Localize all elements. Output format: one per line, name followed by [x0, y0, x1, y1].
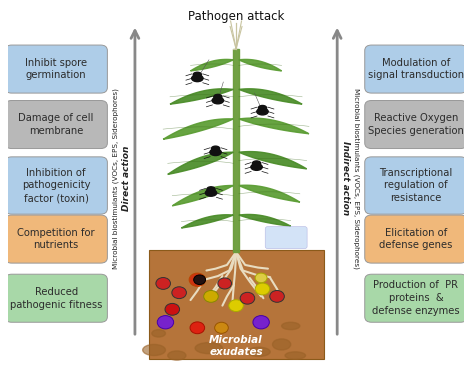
Ellipse shape [253, 161, 261, 166]
FancyBboxPatch shape [365, 157, 467, 214]
Circle shape [255, 283, 270, 295]
Ellipse shape [210, 149, 221, 155]
Text: Modulation of
signal transduction: Modulation of signal transduction [368, 58, 464, 81]
Polygon shape [172, 186, 233, 206]
Polygon shape [239, 118, 309, 134]
Text: Production of  PR
proteins  &
defense enzymes: Production of PR proteins & defense enzy… [372, 280, 460, 316]
Text: Elicitation of
defense genes: Elicitation of defense genes [379, 228, 453, 250]
Polygon shape [163, 119, 233, 139]
Circle shape [253, 316, 269, 329]
Circle shape [218, 278, 231, 289]
Ellipse shape [207, 187, 215, 191]
Polygon shape [239, 152, 307, 169]
Text: Transcriptional
regulation of
resistance: Transcriptional regulation of resistance [379, 168, 453, 203]
Ellipse shape [211, 146, 219, 151]
FancyBboxPatch shape [365, 274, 467, 322]
FancyBboxPatch shape [5, 215, 108, 263]
Ellipse shape [212, 97, 224, 104]
Text: Inhibition of
pathogenicity
factor (toxin): Inhibition of pathogenicity factor (toxi… [22, 168, 91, 203]
FancyBboxPatch shape [265, 227, 307, 249]
Ellipse shape [191, 75, 203, 82]
Text: Microbial biostimulants (VOCs, EPS, Siderophores): Microbial biostimulants (VOCs, EPS, Side… [112, 88, 119, 269]
Ellipse shape [152, 330, 165, 337]
Ellipse shape [143, 344, 165, 355]
Polygon shape [170, 89, 233, 104]
Text: Indirect action: Indirect action [341, 141, 350, 215]
FancyBboxPatch shape [365, 215, 467, 263]
Text: Competition for
nutrients: Competition for nutrients [18, 228, 95, 250]
Polygon shape [168, 152, 233, 174]
Circle shape [204, 290, 219, 302]
Ellipse shape [168, 351, 186, 360]
Ellipse shape [273, 339, 291, 350]
Text: Pathogen attack: Pathogen attack [188, 10, 284, 23]
Circle shape [156, 278, 171, 289]
Circle shape [157, 316, 173, 329]
Text: Reactive Oxygen
Species generation: Reactive Oxygen Species generation [368, 113, 464, 136]
Polygon shape [182, 215, 233, 228]
Polygon shape [233, 49, 239, 252]
Polygon shape [239, 59, 282, 71]
Ellipse shape [282, 322, 300, 330]
FancyBboxPatch shape [5, 274, 108, 322]
FancyBboxPatch shape [5, 157, 108, 214]
Circle shape [240, 292, 255, 304]
Circle shape [255, 273, 267, 283]
Polygon shape [239, 214, 291, 226]
Circle shape [189, 273, 206, 286]
Ellipse shape [285, 352, 306, 359]
Ellipse shape [195, 342, 222, 354]
FancyBboxPatch shape [5, 101, 108, 148]
Circle shape [215, 322, 228, 334]
Circle shape [229, 300, 243, 312]
Ellipse shape [193, 72, 201, 77]
FancyBboxPatch shape [365, 45, 467, 93]
Ellipse shape [258, 105, 266, 110]
FancyBboxPatch shape [149, 250, 324, 359]
Polygon shape [239, 89, 302, 104]
Circle shape [172, 287, 186, 299]
Text: Microbial biostimulants (VOCs, EPS, Siderophores): Microbial biostimulants (VOCs, EPS, Side… [353, 88, 360, 269]
Ellipse shape [251, 164, 262, 170]
Circle shape [190, 322, 205, 334]
Polygon shape [239, 185, 300, 202]
Ellipse shape [214, 94, 222, 99]
FancyBboxPatch shape [365, 101, 467, 148]
Circle shape [165, 303, 180, 315]
Text: Damage of cell
membrane: Damage of cell membrane [18, 113, 94, 136]
Circle shape [270, 290, 284, 302]
Text: Direct action: Direct action [122, 145, 131, 211]
Text: Reduced
pathogenic fitness: Reduced pathogenic fitness [10, 287, 102, 310]
Polygon shape [191, 59, 233, 71]
Ellipse shape [247, 347, 270, 357]
FancyBboxPatch shape [5, 45, 108, 93]
Circle shape [194, 275, 206, 285]
Text: Inhibit spore
germination: Inhibit spore germination [25, 58, 87, 81]
Ellipse shape [257, 108, 268, 115]
Ellipse shape [205, 190, 217, 196]
Text: Microbial
exudates: Microbial exudates [209, 335, 263, 357]
